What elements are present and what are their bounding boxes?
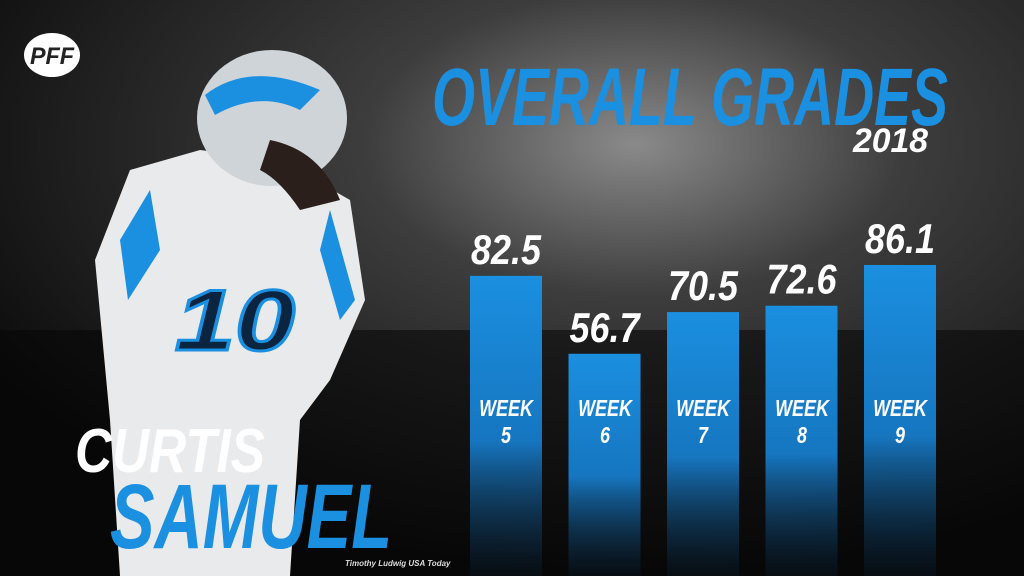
x-label-box: WEEK 8 <box>774 395 829 448</box>
bar <box>470 275 542 576</box>
bar <box>864 264 936 576</box>
bar <box>568 353 641 576</box>
value-label: 72.6 <box>767 256 838 303</box>
logo-shape <box>24 33 80 77</box>
chart-subtitle: 2018 <box>852 122 928 160</box>
x-label-box: WEEK 9 <box>873 395 927 448</box>
chart-title: OVERALL GRADES <box>432 52 948 143</box>
logo: PFF <box>30 43 75 70</box>
x-label-box: WEEK 7 <box>676 395 730 448</box>
value-label: 70.5 <box>668 262 739 309</box>
x-tick-label: WEEK 6 <box>577 395 632 448</box>
last-name: SAMUEL <box>110 466 392 568</box>
first-name: CURTIS <box>75 417 265 486</box>
x-tick-label: WEEK 9 <box>873 395 927 448</box>
x-label-box: WEEK 6 <box>577 395 632 448</box>
value-label: 82.5 <box>471 226 542 273</box>
value-label: 56.7 <box>570 304 641 351</box>
bar <box>765 305 838 576</box>
bar <box>667 312 739 576</box>
photo-credit: Timothy Ludwig USA Today <box>345 559 451 568</box>
player-photo: 10 <box>95 50 365 576</box>
x-tick-label: WEEK 5 <box>479 395 533 448</box>
x-label-box: WEEK 5 <box>479 395 533 448</box>
jersey-number: 10 <box>175 273 295 369</box>
x-tick-label: WEEK 8 <box>774 395 829 448</box>
x-tick-label: WEEK 7 <box>676 395 730 448</box>
value-label: 86.1 <box>865 215 935 262</box>
